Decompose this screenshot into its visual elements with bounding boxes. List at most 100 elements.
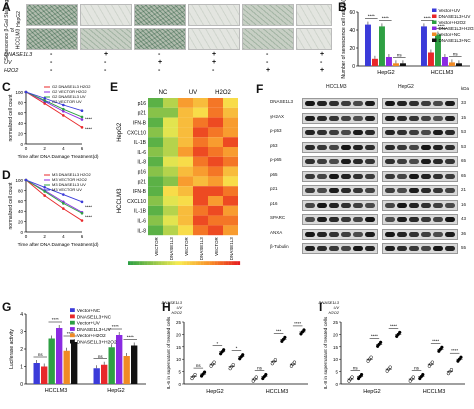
data-point (62, 104, 65, 107)
heatmap-group-label: HepG2 (117, 122, 123, 142)
legend-gradient (204, 261, 207, 265)
significance-label: **** (85, 205, 92, 210)
heatmap-cell (163, 225, 178, 235)
legend-gradient (237, 261, 240, 265)
blot-band (353, 145, 363, 150)
x-tick-label: 6 (81, 146, 84, 151)
blot-band (317, 188, 327, 193)
blot-band (353, 246, 363, 251)
blot-band (421, 130, 431, 135)
blot-band (385, 145, 395, 150)
heatmap-row-label: IL-6 (137, 150, 146, 156)
heatmap-row-label: IL-6 (137, 218, 146, 224)
blot-band (433, 203, 443, 208)
treatment-mark: - (50, 59, 52, 66)
heatmap-cell (148, 176, 163, 186)
blot-band (329, 159, 339, 164)
bar (49, 339, 55, 385)
heatmap-cell (148, 137, 163, 147)
blot-band (365, 246, 375, 251)
micrograph (26, 4, 78, 26)
micrograph (296, 28, 332, 50)
heatmap-cell (163, 108, 178, 118)
blot-band (353, 232, 363, 237)
blot-band (317, 246, 327, 251)
legend-gradient (145, 261, 148, 265)
blot-band (421, 246, 431, 251)
blot-band (385, 246, 395, 251)
blot-band (445, 130, 455, 135)
data-point (412, 376, 415, 379)
significance-label: * (217, 341, 219, 346)
group-label: HCCLM3 (266, 389, 289, 395)
y-tick-label: 0 (352, 64, 355, 70)
heatmap-cell (193, 176, 208, 186)
blot-band (397, 116, 407, 121)
y-axis-label: Luciferase activity (9, 329, 15, 369)
blot-band (445, 217, 455, 222)
heatmap-cell (178, 137, 193, 147)
heatmap-cell (223, 225, 238, 235)
legend-swatch (70, 315, 75, 319)
blot-band (353, 130, 363, 135)
y-tick-label: 80 (18, 188, 24, 193)
heatmap-cell (208, 167, 223, 177)
heatmap-cell (223, 157, 238, 167)
heatmap-cell (178, 206, 193, 216)
blot-band (317, 174, 327, 179)
heatmap-cell (163, 167, 178, 177)
significance-label: ns (257, 366, 263, 371)
group-label: HepG2 (206, 389, 223, 395)
blot-band (329, 174, 339, 179)
heatmap-row-label: p16 (138, 169, 147, 175)
heatmap-cell (178, 186, 193, 196)
heatmap-cell (178, 98, 193, 108)
blot-band (409, 203, 419, 208)
heatmap-cell (208, 147, 223, 157)
data-point (43, 190, 46, 193)
blot-band (365, 232, 375, 237)
heatmap-cell (223, 108, 238, 118)
heatmap-cell (178, 176, 193, 186)
protein-label: SPARC (270, 215, 285, 220)
blot-band (341, 203, 351, 208)
blot-band (317, 145, 327, 150)
significance-label: *** (276, 328, 282, 333)
heatmap-header: NC (159, 90, 168, 96)
y-tick-label: 0 (20, 142, 23, 147)
heatmap-header: UV (189, 90, 197, 96)
panel-e-label: E (110, 80, 118, 94)
blot-band (445, 159, 455, 164)
blot-band (329, 232, 339, 237)
blot-band (445, 246, 455, 251)
blot-band (305, 174, 315, 179)
blot-band (353, 116, 363, 121)
row-label-hcclm3: HCCLM3 (15, 29, 21, 50)
data-point (460, 356, 463, 359)
heatmap-cell (208, 157, 223, 167)
blot-band (353, 101, 363, 106)
heatmap-cell (208, 127, 223, 137)
blot-band (329, 246, 339, 251)
legend-swatch (70, 340, 75, 344)
legend-gradient (162, 261, 165, 265)
treatment-mark: + (212, 51, 216, 58)
blot-band (385, 217, 395, 222)
treatment-mark: - (212, 67, 214, 74)
blot-band (317, 130, 327, 135)
heatmap-cell (223, 196, 238, 206)
y-tick-label: 20 (333, 332, 339, 337)
heatmap-cell (223, 167, 238, 177)
data-point (389, 366, 392, 369)
heatmap-cell (193, 225, 208, 235)
kda-label: 53 (461, 129, 466, 134)
blot-band (433, 246, 443, 251)
bar (124, 356, 130, 384)
bar (421, 26, 427, 66)
legend-gradient (164, 261, 167, 265)
y-tick-label: 0 (178, 382, 181, 387)
legend-gradient (156, 261, 159, 265)
